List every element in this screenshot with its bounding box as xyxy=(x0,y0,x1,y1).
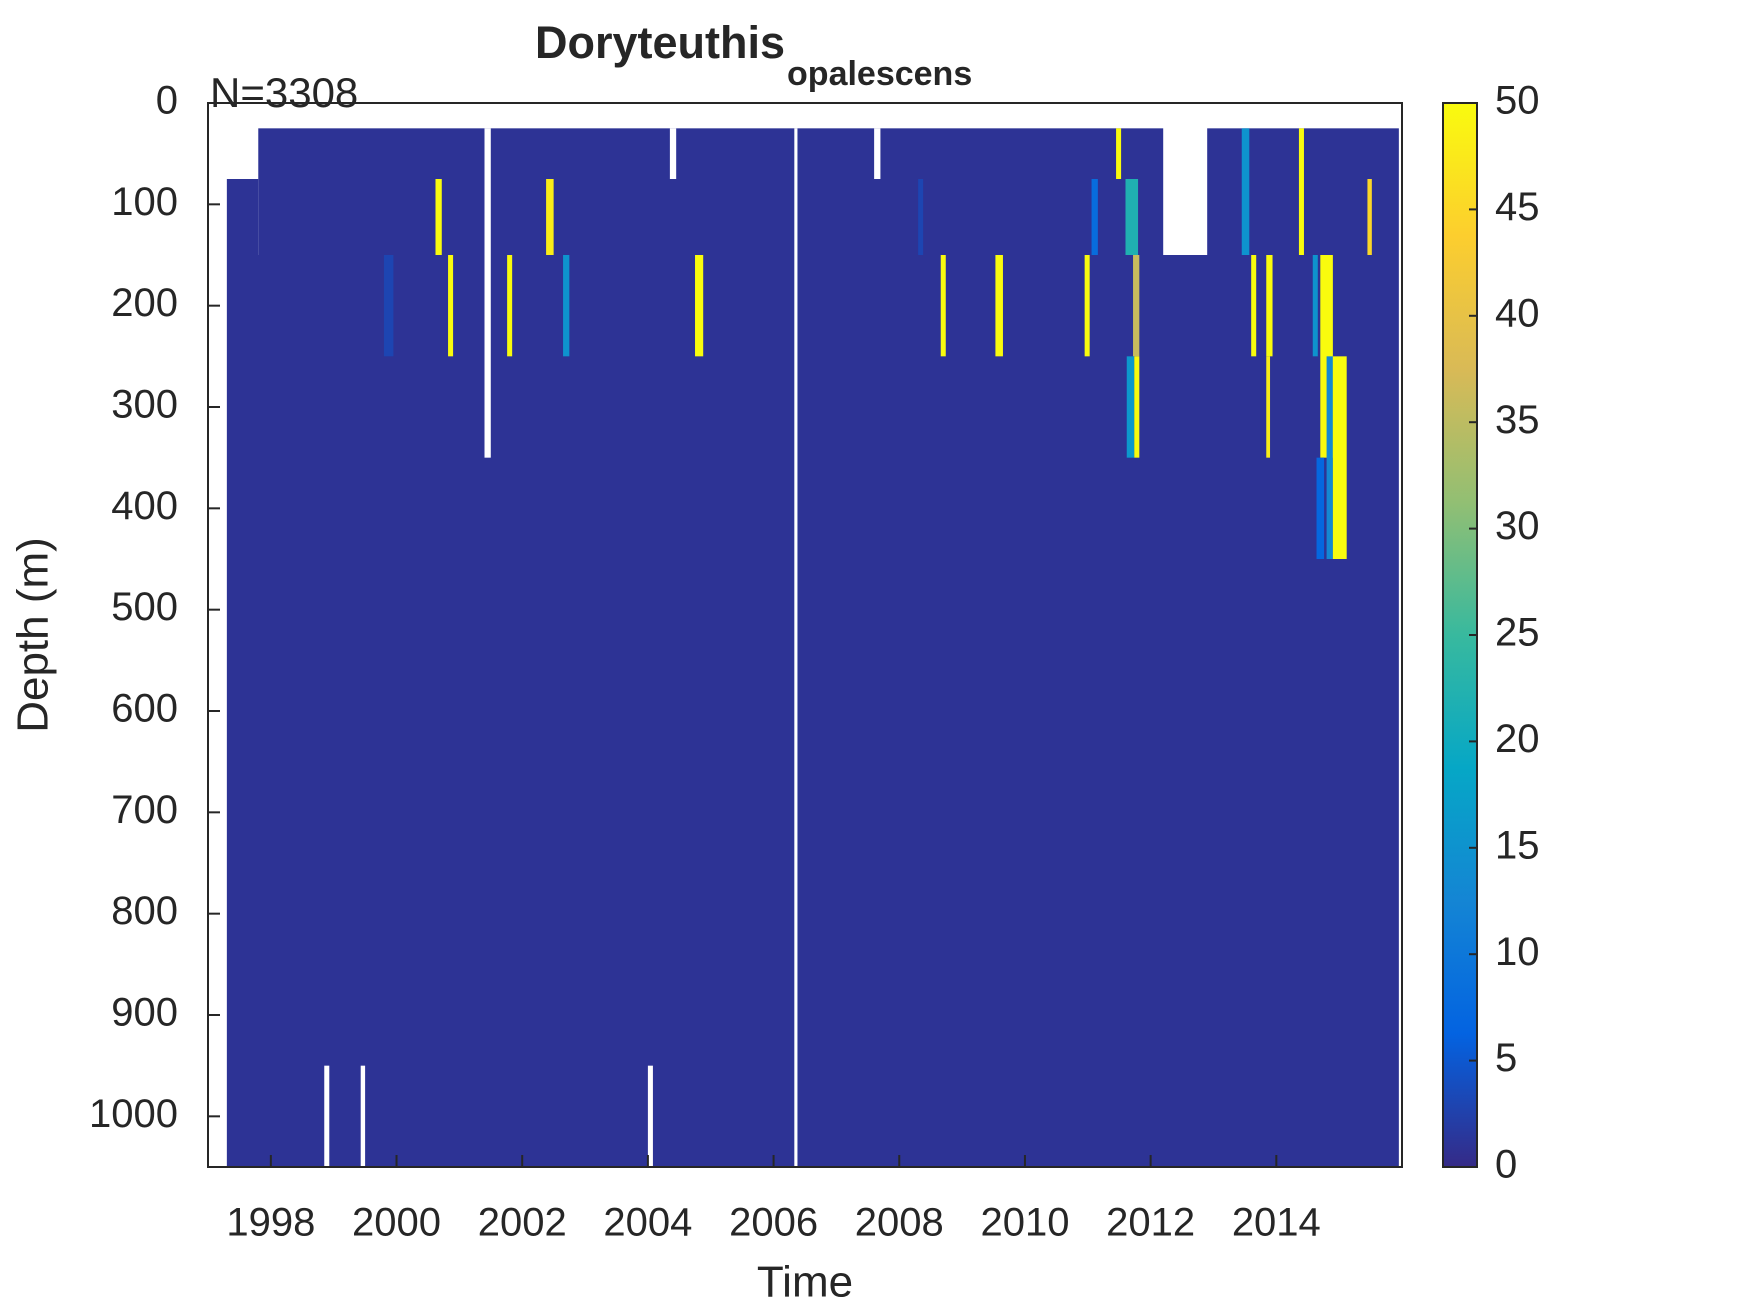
x-tick-label: 2010 xyxy=(980,1201,1069,1245)
colorbar-tick-label: 45 xyxy=(1495,185,1540,229)
heat-cell xyxy=(1084,255,1090,357)
heat-cell xyxy=(563,255,570,357)
heat-cell xyxy=(1241,128,1250,255)
x-tick-label: 2004 xyxy=(603,1201,692,1245)
colorbar-tick-label: 0 xyxy=(1495,1143,1517,1187)
heat-cell xyxy=(1125,179,1139,255)
gap-cell xyxy=(324,1065,330,1167)
heat-cell xyxy=(1326,356,1333,559)
heat-cell xyxy=(383,255,394,357)
heat-cell xyxy=(1367,179,1372,255)
colorbar-tick-label: 5 xyxy=(1495,1036,1517,1080)
heat-cell xyxy=(1316,457,1325,559)
gap-cell xyxy=(794,128,798,1167)
colorbar-tick-label: 30 xyxy=(1495,504,1540,548)
annotation: N=3308 xyxy=(210,69,358,116)
gap-cell xyxy=(360,1065,366,1167)
heat-cell xyxy=(1133,255,1140,357)
x-tick-label: 1998 xyxy=(226,1201,315,1245)
y-tick-label: 0 xyxy=(156,79,178,123)
gap-cell xyxy=(874,128,881,179)
heat-cell xyxy=(1251,255,1257,357)
colorbar-tick-label: 35 xyxy=(1495,398,1540,442)
heat-cell xyxy=(258,128,1164,255)
gap-cell xyxy=(669,128,677,179)
heat-cell xyxy=(1332,356,1347,559)
x-tick-label: 2006 xyxy=(729,1201,818,1245)
x-tick-label: 2014 xyxy=(1232,1201,1321,1245)
y-tick-label: 100 xyxy=(111,180,178,224)
chart-title: Doryteuthis xyxy=(535,17,785,68)
heat-cell xyxy=(695,255,704,357)
y-tick-label: 800 xyxy=(111,889,178,933)
heat-cell xyxy=(1134,356,1140,458)
gap-cell xyxy=(647,1065,653,1167)
y-tick-label: 200 xyxy=(111,281,178,325)
y-tick-label: 900 xyxy=(111,991,178,1035)
y-tick-label: 400 xyxy=(111,484,178,528)
heat-cell xyxy=(1091,179,1098,255)
y-tick-label: 600 xyxy=(111,687,178,731)
heat-cell xyxy=(546,179,554,255)
gap-cell xyxy=(484,128,491,458)
x-tick-label: 2000 xyxy=(352,1201,441,1245)
heat-cell xyxy=(1126,356,1135,458)
heat-cell xyxy=(448,255,454,357)
y-axis-label: Depth (m) xyxy=(9,537,58,733)
y-tick-label: 500 xyxy=(111,585,178,629)
colorbar-tick-label: 40 xyxy=(1495,291,1540,335)
y-tick-label: 1000 xyxy=(89,1092,178,1136)
heat-cell xyxy=(1266,356,1271,458)
plot-frame xyxy=(207,102,1403,1168)
y-tick-label: 700 xyxy=(111,788,178,832)
colorbar-tick-label: 15 xyxy=(1495,823,1540,867)
heat-cell xyxy=(1298,128,1304,255)
chart-title-subscript: opalescens xyxy=(787,55,972,93)
heat-cell xyxy=(435,179,442,255)
colorbar-tick-label: 25 xyxy=(1495,611,1540,655)
x-axis-label: Time xyxy=(757,1258,853,1307)
heat-cell xyxy=(995,255,1003,357)
x-tick-label: 2008 xyxy=(855,1201,944,1245)
y-tick-label: 300 xyxy=(111,383,178,427)
heat-cell xyxy=(940,255,946,357)
colorbar-tick-label: 10 xyxy=(1495,930,1540,974)
heat-cell xyxy=(226,179,259,255)
heat-cell xyxy=(1266,255,1273,357)
x-tick-label: 2002 xyxy=(478,1201,567,1245)
colorbar-tick-label: 50 xyxy=(1495,79,1540,123)
x-tick-label: 2012 xyxy=(1106,1201,1195,1245)
heat-cell xyxy=(1116,128,1122,179)
heat-cell xyxy=(1312,255,1318,357)
heat-cell xyxy=(918,179,924,255)
heat-cell xyxy=(507,255,513,357)
heat-cell xyxy=(226,255,1399,1167)
colorbar-tick-label: 20 xyxy=(1495,717,1540,761)
